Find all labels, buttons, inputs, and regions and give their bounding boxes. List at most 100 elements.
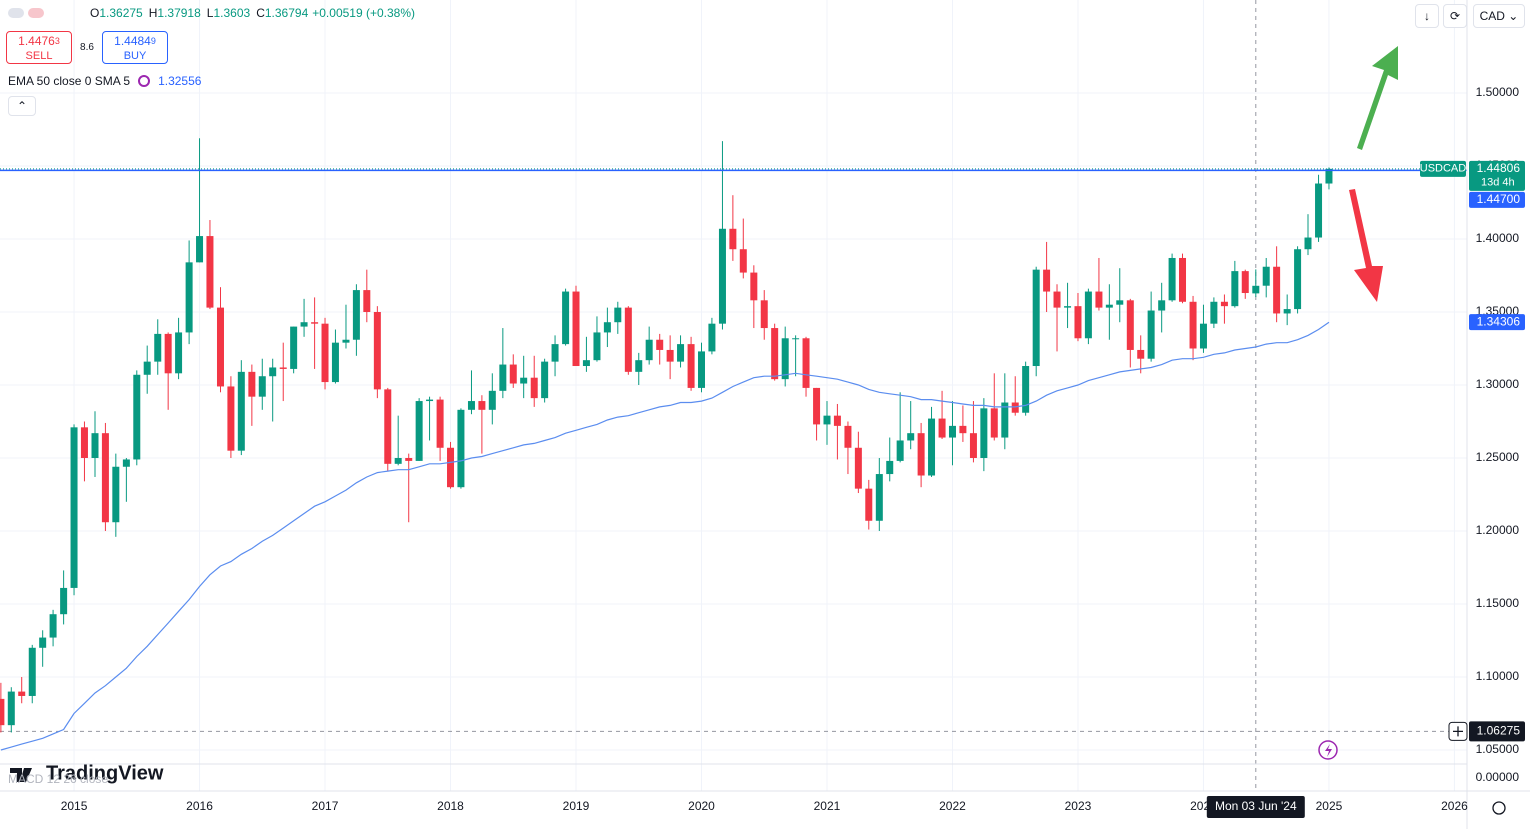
settings-icon[interactable] — [1492, 801, 1506, 815]
symbol-badge — [1420, 160, 1466, 177]
icon-pill[interactable] — [8, 8, 24, 18]
candle-body — [321, 323, 329, 383]
candle-body — [258, 376, 266, 397]
indicator-value: 1.32556 — [158, 74, 202, 88]
candle-body — [384, 389, 392, 464]
candle-body — [457, 409, 465, 488]
y-tick-label: 1.15000 — [1476, 596, 1520, 610]
candle-body — [1241, 271, 1249, 294]
candle-body — [687, 344, 695, 388]
download-button[interactable]: ↓ — [1415, 4, 1439, 28]
x-tick-label: 2016 — [186, 799, 213, 813]
y-tick-label: 1.20000 — [1476, 523, 1520, 537]
candle-body — [175, 332, 183, 374]
candle-body — [541, 361, 549, 399]
indicator-icon[interactable] — [138, 75, 151, 87]
candle-body — [488, 390, 496, 410]
candle-body — [447, 447, 455, 488]
candle-body — [7, 691, 15, 726]
refresh-button[interactable]: ⟳ — [1443, 4, 1467, 28]
candle-body — [91, 433, 99, 458]
candle-body — [1147, 310, 1155, 359]
sell-button[interactable]: 1.44763 SELL — [6, 31, 72, 64]
candle-body — [70, 427, 78, 588]
y-tick-label: 1.40000 — [1476, 231, 1520, 245]
sell-price: 1.4476 — [18, 34, 55, 48]
ohlc-value: 1.37918 — [157, 6, 201, 20]
candle-body — [1231, 271, 1239, 307]
candle-body — [1011, 402, 1019, 413]
candle-body — [603, 322, 611, 333]
x-tick-label: 2015 — [61, 799, 88, 813]
candle-body — [60, 587, 68, 615]
watermark: TradingView — [46, 762, 164, 784]
candle-body — [1095, 291, 1103, 308]
candle-body — [645, 339, 653, 361]
up-arrow — [1357, 46, 1398, 150]
candle-body — [122, 459, 130, 467]
y-tick-label: 1.10000 — [1476, 669, 1520, 683]
candle-body — [133, 374, 141, 460]
candle-body — [499, 364, 507, 391]
icon-pill[interactable] — [28, 8, 44, 18]
candle-body — [833, 415, 841, 426]
candle-body — [1001, 402, 1009, 438]
candle-body — [530, 377, 538, 399]
candle-body — [1158, 300, 1166, 311]
candle-body — [781, 338, 789, 380]
candle-body — [363, 290, 371, 312]
candle-body — [1105, 304, 1113, 308]
candle-body — [938, 418, 946, 438]
x-tick-label: 2022 — [939, 799, 966, 813]
crosshair-add-icon — [1453, 726, 1463, 737]
ohlc-value: 1.36275 — [99, 6, 143, 20]
candle-body — [928, 418, 936, 476]
ohlc-label: H — [148, 6, 158, 20]
candle-body — [708, 323, 716, 352]
candle-body — [1273, 266, 1281, 314]
candle-body — [666, 349, 674, 362]
candle-body — [49, 614, 57, 638]
candle-body — [729, 228, 737, 250]
candle-body — [426, 399, 434, 402]
y-tick-label: 1.50000 — [1476, 85, 1520, 99]
candle-body — [1189, 301, 1197, 349]
x-tick-label: 2025 — [1316, 799, 1343, 813]
alert-icon[interactable] — [1318, 740, 1338, 760]
logo: TradingView — [10, 762, 164, 784]
crosshair-y-badge — [1469, 721, 1525, 742]
down-arrow — [1349, 189, 1383, 302]
candle-body — [980, 408, 988, 458]
buy-pip: 9 — [150, 36, 156, 46]
candle-body — [593, 332, 601, 361]
y-tick-label: 1.05000 — [1476, 742, 1520, 756]
candle-body — [18, 691, 26, 696]
candle-body — [206, 236, 214, 308]
collapse-button[interactable]: ⌃ — [8, 96, 36, 116]
candle-body — [990, 408, 998, 438]
candle-body — [509, 364, 517, 384]
candle-body — [854, 447, 862, 489]
candle-body — [373, 311, 381, 390]
candle-body — [1043, 269, 1051, 292]
x-tick-label: 2020 — [688, 799, 715, 813]
candle-body — [969, 433, 977, 458]
sell-pip: 3 — [54, 36, 60, 46]
candle-body — [1283, 309, 1291, 314]
macd-label: MACD 12 26 close — [8, 772, 108, 786]
x-tick-label: 2026 — [1441, 799, 1468, 813]
candle-body — [907, 433, 915, 441]
candle-body — [948, 425, 956, 438]
candle-body — [1179, 257, 1187, 302]
candle-body — [520, 377, 528, 384]
candle-body — [154, 333, 162, 362]
buy-button[interactable]: 1.44849 BUY — [102, 31, 168, 64]
currency-select[interactable]: CAD ⌄ — [1473, 4, 1525, 28]
candle-body — [80, 427, 88, 458]
candle-body — [436, 399, 444, 448]
candle-body — [342, 339, 350, 343]
candle-body — [1022, 366, 1030, 413]
candle-body — [562, 291, 570, 345]
